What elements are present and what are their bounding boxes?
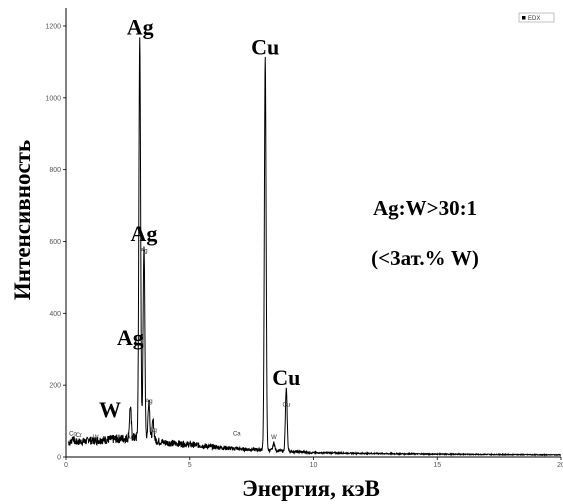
small-peak-label: Cu: [282, 403, 290, 409]
legend-label: EDX: [528, 16, 540, 22]
small-peak-label: Cr: [76, 433, 82, 439]
peak-labels: Ag Cu Ag Ag Cu W: [99, 15, 300, 423]
legend-swatch: [522, 16, 526, 20]
y-tick-label: 400: [49, 311, 61, 318]
peak-label: Cu: [272, 365, 300, 390]
peak-label: W: [99, 397, 121, 422]
x-tick-label: 20: [557, 462, 563, 469]
x-axis-title: Энергия, кэВ: [242, 476, 380, 501]
y-tick-label: 0: [57, 455, 61, 462]
small-peak-label: W: [93, 435, 99, 441]
x-tick-label: 15: [433, 462, 441, 469]
small-peak-label: Ag: [145, 399, 152, 405]
small-peak-label: Ag: [140, 248, 147, 254]
x-tick-label: 10: [310, 462, 318, 469]
y-axis-title: Интенсивность: [10, 140, 35, 300]
legend: EDX: [518, 12, 555, 23]
x-ticks: 0 5 10 15 20: [64, 457, 563, 469]
peak-label: Ag: [131, 221, 158, 246]
small-peak-label: Ca: [233, 431, 241, 437]
y-tick-label: 800: [49, 167, 61, 174]
x-tick-label: 5: [188, 462, 192, 469]
small-peak-label: Ag: [149, 428, 156, 434]
peak-label: Ag: [117, 325, 144, 350]
y-ticks: 0 200 400 600 800 1000 1200: [45, 23, 66, 462]
ratio-text-line-1: Ag:W>30:1: [373, 196, 477, 220]
x-tick-label: 0: [64, 462, 68, 469]
small-peak-label: Co: [69, 431, 77, 437]
y-tick-label: 1000: [45, 95, 61, 102]
y-tick-label: 1200: [45, 23, 61, 30]
peak-label: Ag: [127, 15, 154, 40]
y-tick-label: 200: [49, 383, 61, 390]
peak-label: Cu: [251, 34, 279, 59]
ratio-annotation: Ag:W>30:1 (<3ат.% W): [371, 196, 479, 270]
ratio-text-line-2: (<3ат.% W): [371, 246, 479, 270]
spectrum-line: [68, 37, 562, 457]
y-tick-label: 600: [49, 239, 61, 246]
small-peak-label: W: [271, 435, 277, 441]
small-peak-label: Ag: [127, 435, 134, 441]
